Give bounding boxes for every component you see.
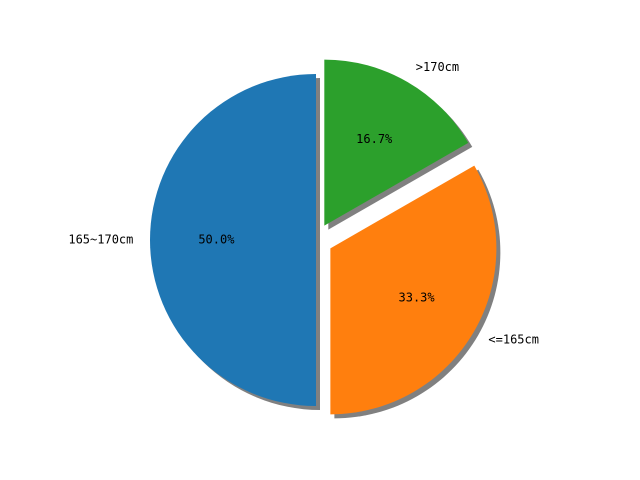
pie-slice-165-to-170cm (150, 74, 316, 406)
slice-label-le-165cm: <=165cm (488, 332, 539, 346)
slice-percent-165-to-170cm: 50.0% (198, 233, 235, 247)
slice-percent-gt-170cm: 16.7% (356, 132, 393, 146)
slice-label-gt-170cm: >170cm (416, 60, 459, 74)
slices (150, 59, 497, 415)
labels: >170cm 16.7% <=165cm 33.3% 165~170cm 50.0% (68, 60, 539, 346)
slice-percent-le-165cm: 33.3% (399, 291, 436, 305)
pie-slice-gt-170cm (324, 59, 469, 226)
pie-slice-le-165cm (330, 165, 497, 415)
slice-label-165-to-170cm: 165~170cm (68, 233, 133, 247)
